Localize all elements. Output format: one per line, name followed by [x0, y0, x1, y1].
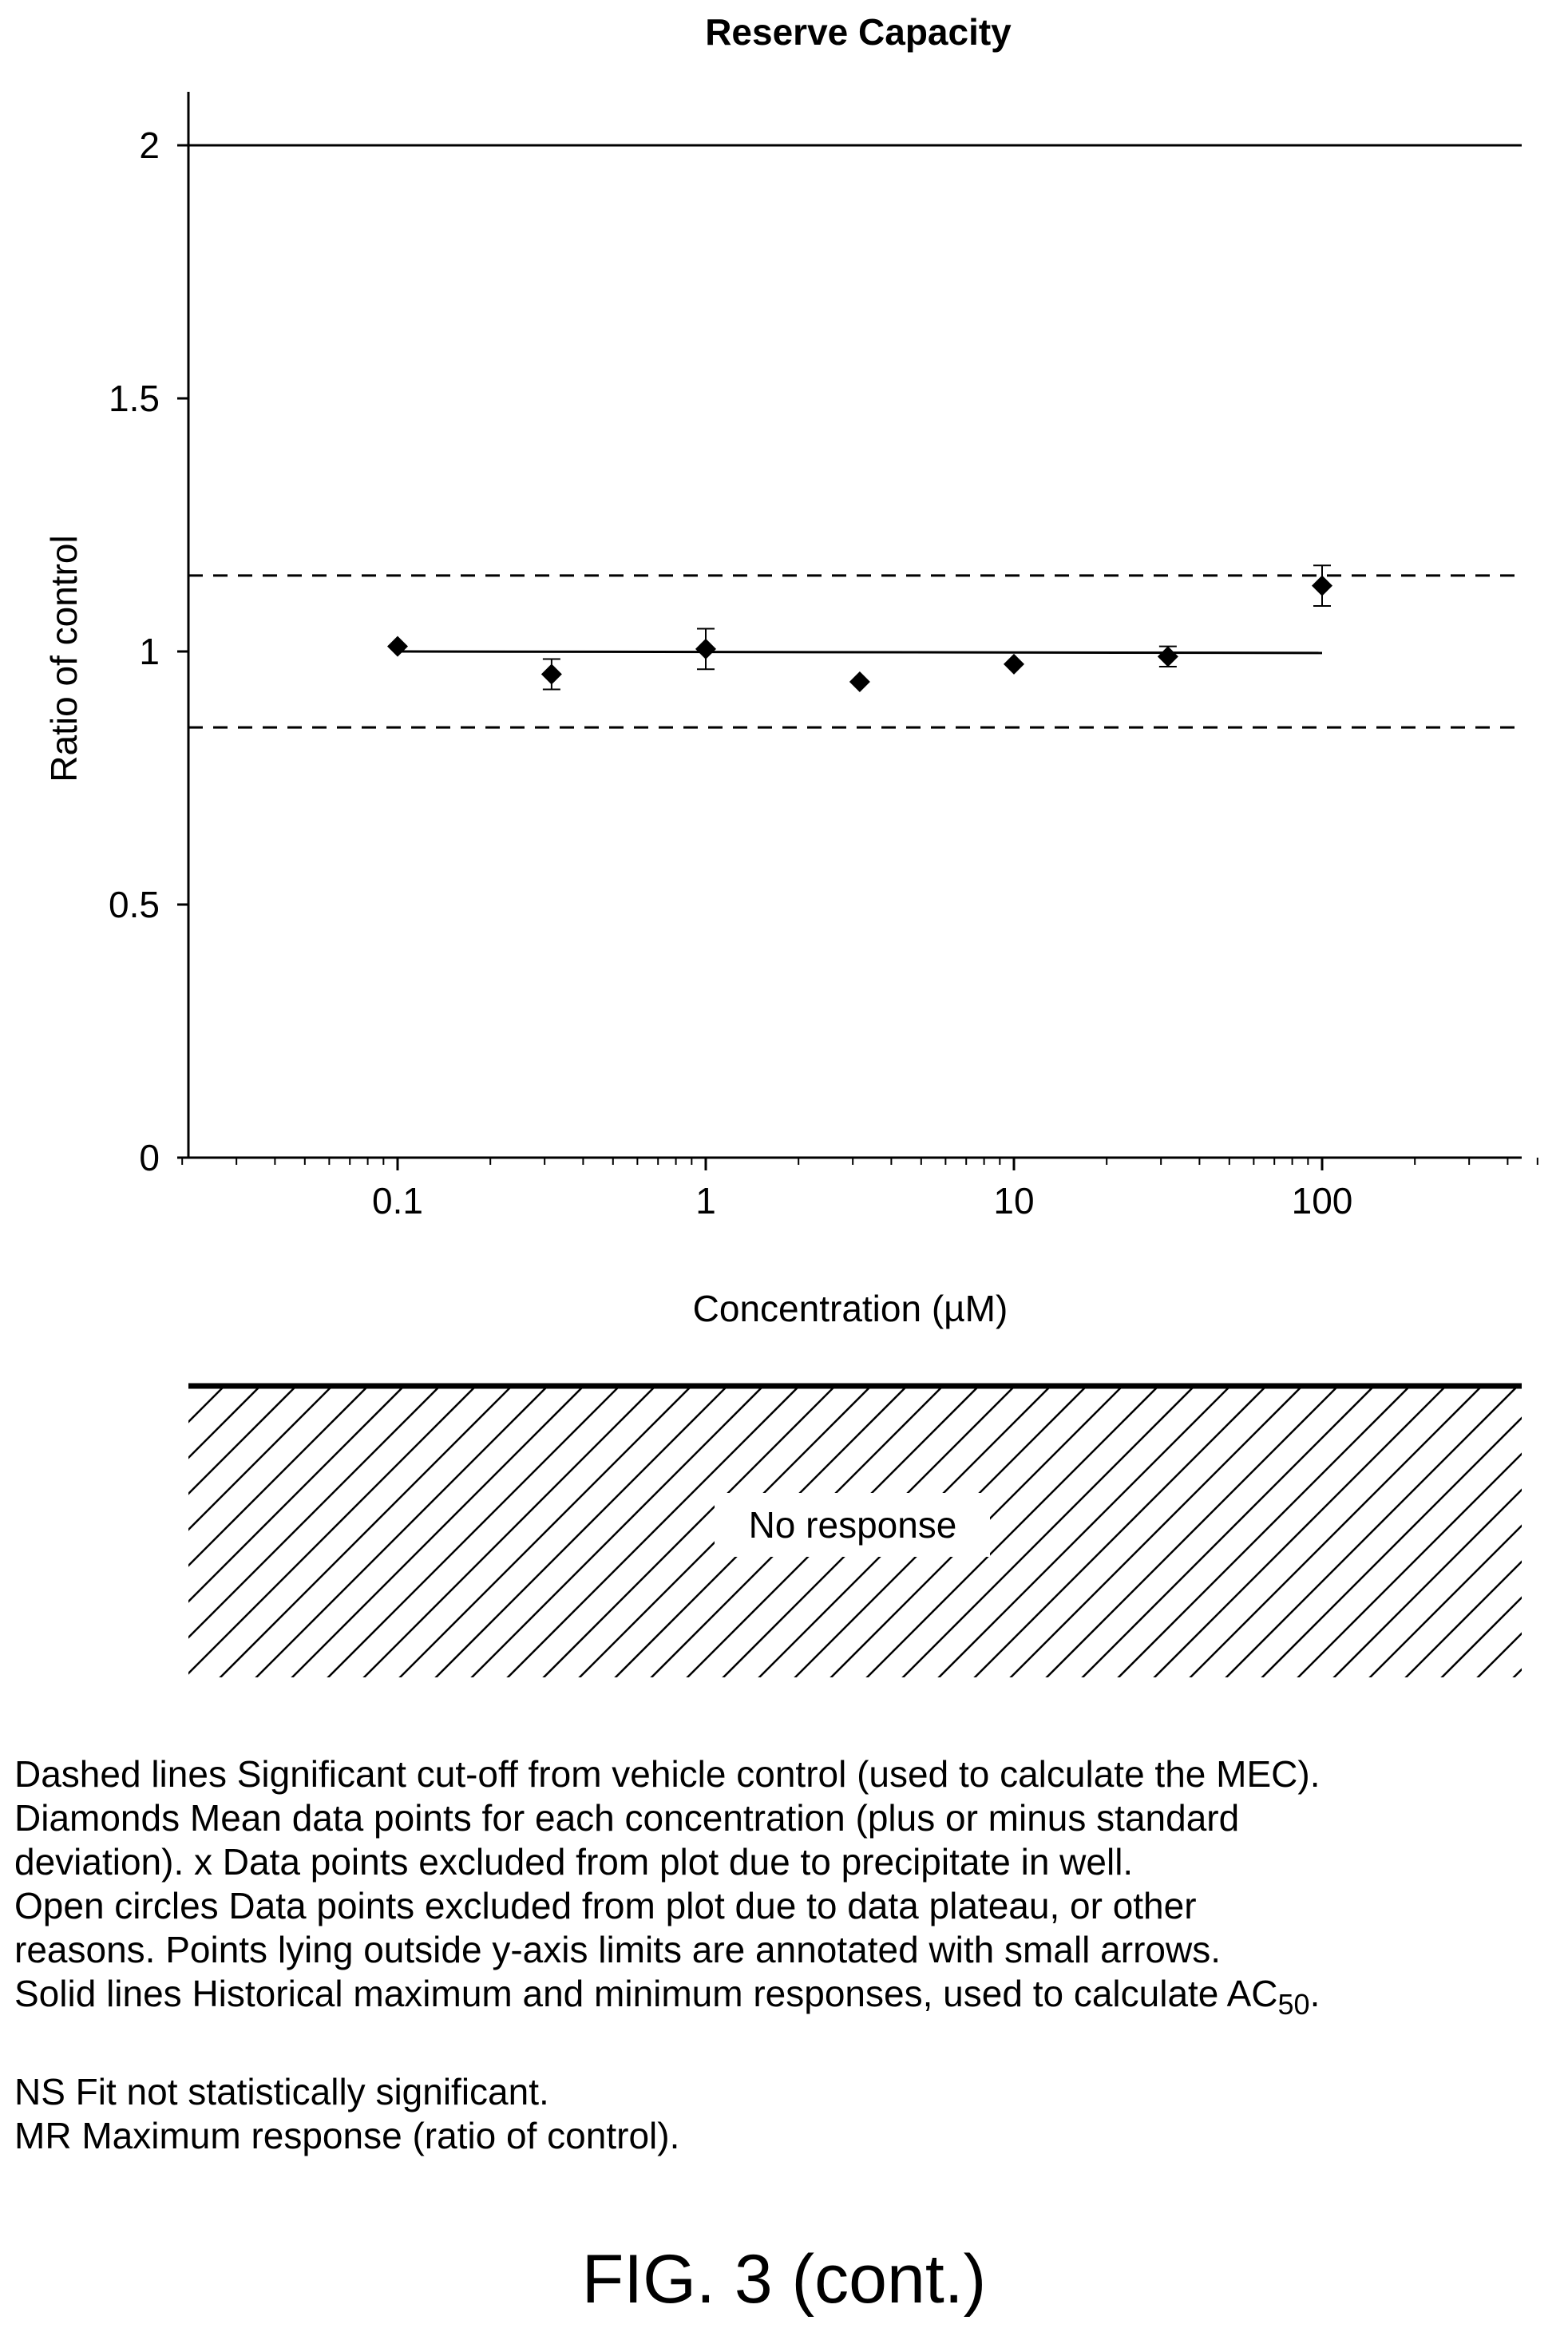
- hatch-line: [188, 1386, 334, 1531]
- hatch-line: [188, 1386, 190, 1388]
- response-label: No response: [749, 1504, 957, 1546]
- hatch-line: [188, 1386, 298, 1495]
- legend-line: MR Maximum response (ratio of control).: [14, 2115, 680, 2157]
- x-tick-label: 100: [1292, 1180, 1353, 1221]
- legend-line-end: .: [1309, 1973, 1321, 2014]
- hatch-line: [1153, 1386, 1447, 1677]
- x-tick-label: 0.1: [372, 1180, 423, 1221]
- hatch-line: [1512, 1668, 1522, 1677]
- hatch-line: [1440, 1596, 1522, 1677]
- y-tick-label: 0.5: [109, 884, 160, 925]
- hatch-line: [937, 1386, 1232, 1677]
- hatch-line: [255, 1386, 549, 1677]
- hatch-line: [1368, 1524, 1522, 1677]
- chart: Reserve Capacity Ratio of control Concen…: [43, 11, 1568, 1709]
- data-point-diamond: [1004, 653, 1024, 675]
- hatch-line: [188, 1386, 226, 1423]
- y-tick-label: 1: [139, 631, 160, 672]
- hatch-line: [1117, 1386, 1412, 1677]
- hatch-line: [973, 1386, 1268, 1677]
- hatch-line: [188, 1386, 406, 1603]
- legend-line: NS Fit not statistically significant.: [14, 2071, 549, 2113]
- response-label-background: [715, 1493, 990, 1557]
- data-point-diamond: [849, 671, 870, 693]
- legend-line: reasons. Points lying outside y-axis lim…: [14, 1929, 1221, 1970]
- y-axis-label: Ratio of control: [43, 535, 85, 782]
- legend-spacer: [14, 2026, 1555, 2070]
- hatch-line: [1081, 1386, 1376, 1677]
- figure-label: FIG. 3 (cont.): [581, 2241, 987, 2318]
- legend-line: deviation). x Data points excluded from …: [14, 1841, 1134, 1883]
- y-tick-label: 2: [139, 125, 160, 166]
- hatch-line: [188, 1386, 370, 1567]
- hatch-line: [1519, 1357, 1568, 1709]
- chart-title: Reserve Capacity: [705, 11, 1012, 53]
- data-point-diamond: [387, 635, 408, 657]
- data-point-diamond: [1312, 575, 1332, 596]
- reference-lines: [188, 144, 1522, 729]
- fit-line-group: [397, 650, 1323, 655]
- hatch-line: [1297, 1452, 1522, 1677]
- hatch-line: [1332, 1488, 1522, 1677]
- data-points: [387, 564, 1332, 693]
- legend-line: Dashed lines Significant cut-off from ve…: [14, 1753, 1321, 1795]
- fit-line: [397, 650, 1323, 655]
- hatch-line: [506, 1386, 801, 1677]
- hatch-line: [542, 1386, 837, 1677]
- hatch-line: [1404, 1560, 1522, 1677]
- hatch-line: [1261, 1416, 1522, 1677]
- x-tick-label: 1: [695, 1180, 716, 1221]
- hatch-line: [865, 1386, 1160, 1677]
- hatch-line: [188, 1386, 441, 1639]
- hatch-line: [362, 1386, 657, 1677]
- hatch-line: [1476, 1632, 1522, 1677]
- legend-text: Dashed lines Significant cut-off from ve…: [14, 1752, 1555, 2158]
- legend-subscript: 50: [1277, 1988, 1310, 2021]
- hatch-line: [1189, 1386, 1483, 1677]
- hatch-line: [901, 1386, 1196, 1677]
- hatch-line: [327, 1386, 621, 1677]
- hatch-line: [470, 1386, 765, 1677]
- hatch-line: [434, 1386, 729, 1677]
- y-tick-label: 0: [139, 1137, 160, 1178]
- hatch-line: [398, 1386, 693, 1677]
- hatch-line: [291, 1386, 585, 1677]
- data-point-diamond: [1157, 646, 1178, 667]
- hatch-line: [1225, 1386, 1519, 1677]
- hatch-line: [188, 1386, 262, 1459]
- legend-line-text: Solid lines Historical maximum and minim…: [14, 1973, 1278, 2014]
- data-point-diamond: [695, 638, 716, 659]
- hatch-line: [219, 1386, 513, 1677]
- legend-line: Solid lines Historical maximum and minim…: [14, 1972, 1555, 2026]
- hatch-line: [1009, 1386, 1304, 1677]
- response-box: No response: [188, 1357, 1568, 1709]
- x-axis-label: Concentration (µM): [693, 1288, 1008, 1329]
- legend-line: Open circles Data points excluded from p…: [14, 1885, 1197, 1926]
- hatch-line: [188, 1386, 477, 1675]
- legend-line: Diamonds Mean data points for each conce…: [14, 1797, 1240, 1839]
- y-tick-label: 1.5: [109, 378, 160, 419]
- x-tick-label: 10: [993, 1180, 1034, 1221]
- hatch-line: [1045, 1386, 1340, 1677]
- data-point-diamond: [540, 663, 562, 685]
- axes: 0 0.5 1 1.5 2 0.1 1 10 100: [109, 92, 1538, 1221]
